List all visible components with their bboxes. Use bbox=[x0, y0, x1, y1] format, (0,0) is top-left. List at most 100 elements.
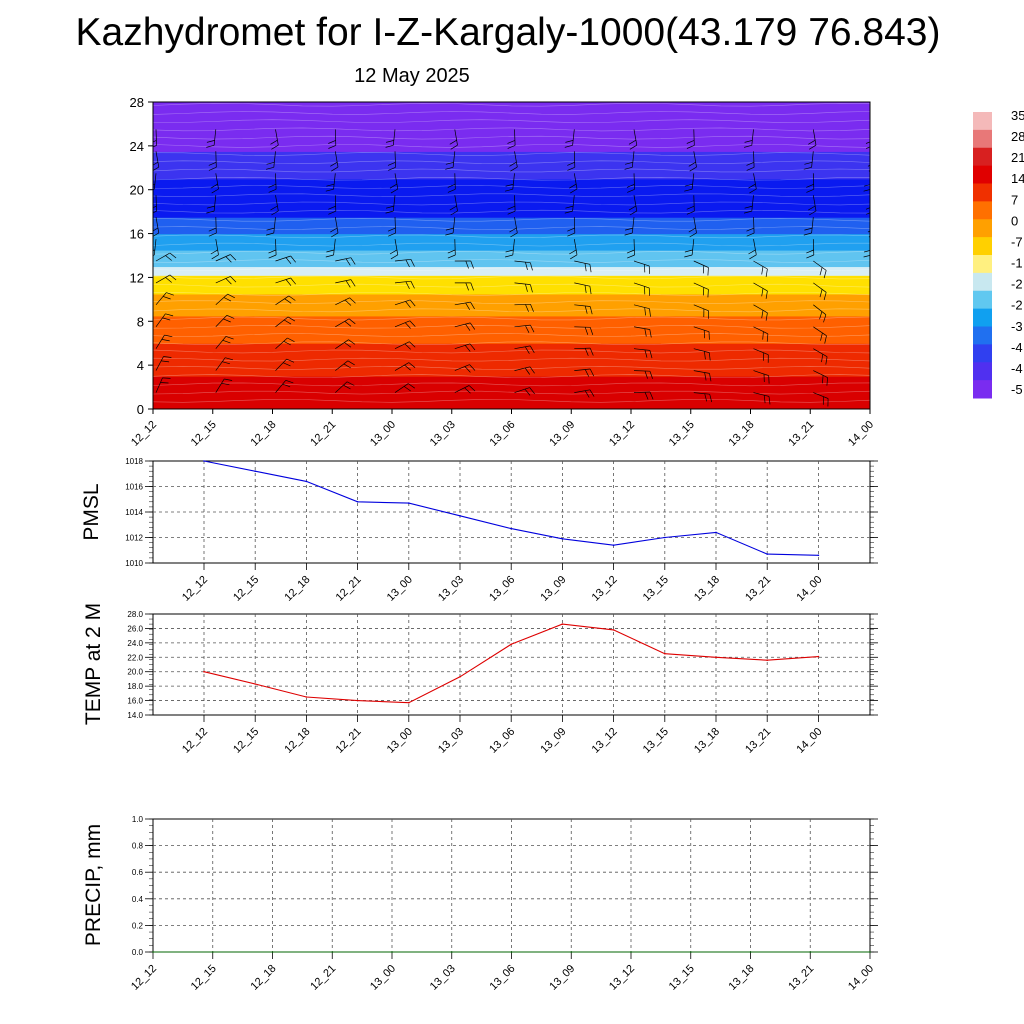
wind-barb-staff bbox=[215, 254, 231, 262]
wind-barb-staff bbox=[275, 337, 288, 349]
wind-barb-flag bbox=[208, 161, 217, 166]
data-point bbox=[408, 502, 410, 504]
data-point bbox=[203, 670, 205, 673]
wind-barb-flag bbox=[343, 363, 351, 369]
wind-barb-flag bbox=[326, 249, 335, 253]
wind-barb-flag bbox=[768, 396, 771, 405]
data-point bbox=[715, 531, 717, 534]
x-tick-label: 13_18 bbox=[727, 419, 757, 449]
isotherm-line bbox=[153, 111, 870, 115]
isotherm-line bbox=[153, 357, 870, 362]
wind-barb-flag bbox=[529, 387, 535, 395]
x-tick-label: 12_15 bbox=[189, 419, 219, 449]
x-tick-label: 12_21 bbox=[334, 574, 364, 604]
y-tick-label: 24 bbox=[130, 139, 144, 154]
wind-barb-staff bbox=[155, 151, 160, 168]
wind-barb-flag bbox=[878, 334, 881, 342]
wind-barb-flag bbox=[346, 381, 355, 386]
wind-barb-flag bbox=[686, 210, 695, 215]
wind-barb-staff bbox=[215, 357, 226, 371]
wind-barb-flag bbox=[227, 293, 235, 299]
wind-barb-flag bbox=[268, 254, 277, 259]
wind-barb-flag bbox=[221, 382, 230, 386]
wind-barb-flag bbox=[626, 249, 635, 254]
wind-barb-staff bbox=[392, 129, 396, 146]
wind-barb-staff bbox=[335, 297, 350, 306]
isotherm-line bbox=[153, 324, 870, 329]
data-point bbox=[766, 659, 768, 661]
wind-barb-flag bbox=[210, 249, 218, 255]
wind-barb-staff bbox=[753, 304, 768, 314]
wind-barb-flag bbox=[689, 166, 697, 172]
wind-barb-flag bbox=[449, 205, 457, 211]
y-tick-label: 0.8 bbox=[132, 842, 144, 851]
wind-barb-flag bbox=[330, 161, 338, 167]
x-tick-label: 12_18 bbox=[282, 574, 312, 604]
wind-barb-flag bbox=[765, 312, 768, 321]
temperature-band-11 bbox=[153, 102, 870, 152]
data-point bbox=[664, 652, 666, 655]
colorbar-label: 14 bbox=[1011, 171, 1024, 186]
wind-barb-flag bbox=[268, 249, 277, 254]
data-point bbox=[356, 501, 359, 503]
wind-barb-flag bbox=[709, 394, 713, 403]
y-axis-label: TEMP at 2 M bbox=[82, 603, 105, 725]
wind-barb-flag bbox=[225, 278, 232, 285]
wind-barb-flag bbox=[270, 139, 278, 145]
data-point bbox=[510, 643, 512, 646]
wind-barb-flag bbox=[225, 357, 233, 361]
wind-barb-flag bbox=[883, 359, 885, 367]
isotherm-line bbox=[153, 201, 870, 206]
temperature-wind-panel: 0 4 8 12 16 20 24 28 12_12 12_15 12_18 12_21 13_00 13… bbox=[129, 95, 885, 449]
isotherm-line bbox=[153, 300, 870, 304]
wind-barb-flag bbox=[584, 390, 590, 398]
wind-barb-flag bbox=[326, 183, 335, 187]
wind-barb-staff bbox=[335, 360, 349, 371]
x-tick-label: 13_09 bbox=[547, 419, 577, 449]
wind-barb-flag bbox=[567, 161, 575, 166]
wind-barb-flag bbox=[409, 320, 416, 327]
wind-barb-flag bbox=[328, 210, 336, 215]
wind-barb-staff bbox=[693, 370, 710, 374]
isotherm-line bbox=[153, 399, 870, 403]
wind-barb-flag bbox=[344, 299, 352, 306]
wind-barb-flag bbox=[744, 140, 753, 143]
data-point bbox=[459, 676, 461, 678]
wind-barb-staff bbox=[275, 195, 279, 212]
wind-barb-staff bbox=[153, 173, 157, 190]
wind-barb-staff bbox=[514, 129, 516, 146]
wind-barb-flag bbox=[345, 258, 351, 266]
wind-barb-flag bbox=[744, 144, 752, 148]
colorbar-label: -2 bbox=[1011, 277, 1023, 292]
data-point bbox=[391, 951, 393, 953]
wind-barb-staff bbox=[213, 195, 217, 212]
wind-barb-staff bbox=[812, 129, 817, 146]
colorbar-swatch bbox=[973, 308, 992, 327]
wind-barb-flag bbox=[222, 361, 230, 365]
wind-barb-staff bbox=[573, 151, 576, 168]
wind-barb-flag bbox=[449, 139, 457, 145]
wind-barb-flag bbox=[649, 371, 653, 379]
wind-barb-flag bbox=[644, 307, 646, 316]
wind-barb-staff bbox=[633, 129, 638, 146]
wind-barb-flag bbox=[153, 140, 157, 143]
wind-barb-staff bbox=[753, 260, 768, 270]
wind-barb-staff bbox=[813, 392, 829, 399]
colorbar-label: 35 bbox=[1011, 108, 1024, 123]
wind-barb-flag bbox=[881, 398, 882, 406]
wind-barb-staff bbox=[155, 313, 166, 328]
wind-barb-staff bbox=[573, 173, 578, 190]
wind-barb-staff bbox=[574, 282, 590, 287]
isotherm-line bbox=[153, 390, 870, 395]
wind-barb-staff bbox=[574, 389, 591, 393]
x-tick-label: 13_09 bbox=[538, 574, 568, 604]
wind-barb-flag bbox=[468, 385, 476, 392]
wind-barb-flag bbox=[153, 161, 159, 166]
wind-barb-flag bbox=[464, 345, 471, 352]
colorbar-swatch bbox=[973, 129, 992, 149]
wind-barb-staff bbox=[394, 362, 410, 371]
wind-barb-flag bbox=[809, 144, 817, 150]
isotherm-line bbox=[153, 341, 870, 346]
wind-barb-flag bbox=[290, 255, 296, 263]
wind-barb-flag bbox=[749, 188, 757, 194]
